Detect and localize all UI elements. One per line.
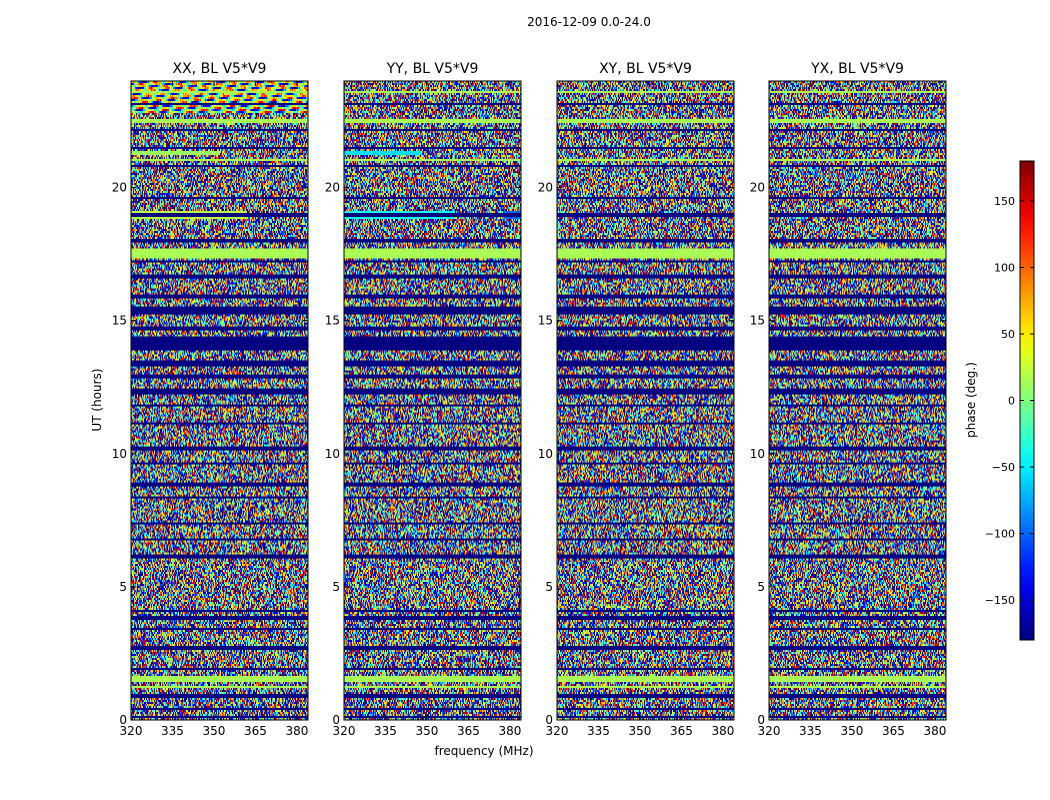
x-tick-label: 335 — [587, 724, 610, 738]
phase-heatmap — [344, 81, 521, 720]
y-tick-label: 5 — [332, 580, 340, 594]
colorbar-tick-label: 0 — [1008, 395, 1015, 408]
panel-title: YY, BL V5*V9 — [386, 61, 479, 77]
x-tick-label: 380 — [285, 724, 308, 738]
colorbar: −150 −100 −50 0 50 100 150 phase (deg.) — [964, 160, 1035, 641]
x-tick-label: 320 — [333, 724, 356, 738]
x-tick-label: 380 — [923, 724, 946, 738]
axes-frame — [556, 80, 735, 721]
y-tick-label: 20 — [750, 181, 765, 195]
y-tick-label: 15 — [750, 314, 765, 328]
x-tick-label: 365 — [670, 724, 693, 738]
y-tick-label: 15 — [325, 314, 340, 328]
colorbar-tick-label: 100 — [994, 261, 1015, 274]
panel-xy: XY, BL V5*V9 320 335 350 365 380 0 5 10 15 20 — [538, 61, 735, 738]
y-tick-label: 10 — [538, 447, 553, 461]
colorbar-label: phase (deg.) — [964, 362, 978, 438]
x-tick-label: 350 — [203, 724, 226, 738]
panel-xx: XX, BL V5*V9 320 335 350 365 380 0 5 10 15 20 — [112, 61, 309, 738]
axes-frame — [130, 80, 309, 721]
x-tick-label: 365 — [244, 724, 267, 738]
axes-frame — [343, 80, 522, 721]
x-tick-label: 350 — [416, 724, 439, 738]
y-tick-label: 10 — [112, 447, 127, 461]
x-tick-label: 350 — [629, 724, 652, 738]
y-tick-label: 20 — [538, 181, 553, 195]
x-tick-label: 365 — [457, 724, 480, 738]
axes-frame — [768, 80, 947, 721]
y-axis-label: UT (hours) — [90, 368, 104, 431]
y-tick-label: 10 — [325, 447, 340, 461]
x-tick-label: 380 — [711, 724, 734, 738]
y-tick-label: 5 — [545, 580, 553, 594]
y-tick-label: 10 — [750, 447, 765, 461]
y-tick-label: 0 — [119, 713, 127, 727]
y-tick-label: 20 — [325, 181, 340, 195]
x-tick-label: 365 — [882, 724, 905, 738]
x-tick-label: 320 — [546, 724, 569, 738]
x-axis-label: frequency (MHz) — [434, 744, 533, 758]
panel-title: YX, BL V5*V9 — [810, 61, 904, 77]
phase-heatmap — [557, 81, 734, 720]
y-tick-label: 20 — [112, 181, 127, 195]
x-tick-label: 335 — [799, 724, 822, 738]
figure-suptitle: 2016-12-09 0.0-24.0 — [527, 15, 651, 29]
x-tick-label: 335 — [161, 724, 184, 738]
y-tick-label: 15 — [112, 314, 127, 328]
x-tick-label: 380 — [498, 724, 521, 738]
x-tick-label: 320 — [120, 724, 143, 738]
panel-title: XX, BL V5*V9 — [173, 61, 267, 77]
colorbar-tick-label: −100 — [985, 528, 1015, 541]
y-tick-label: 0 — [332, 713, 340, 727]
x-tick-label: 350 — [841, 724, 864, 738]
colorbar-tick-label: 50 — [1001, 328, 1015, 341]
y-tick-label: 0 — [545, 713, 553, 727]
colorbar-tick-label: −150 — [985, 594, 1015, 607]
phase-heatmap — [769, 81, 946, 720]
colorbar-tick-label: 150 — [994, 195, 1015, 208]
y-tick-label: 5 — [119, 580, 127, 594]
panel-yy: YY, BL V5*V9 320 335 350 365 380 0 5 10 15 20 — [325, 61, 522, 738]
x-tick-label: 320 — [758, 724, 781, 738]
x-tick-label: 335 — [374, 724, 397, 738]
panel-yx: YX, BL V5*V9 320 335 350 365 380 0 5 10 15 20 — [750, 61, 947, 738]
colorbar-tick-label: −50 — [992, 461, 1015, 474]
panel-title: XY, BL V5*V9 — [599, 61, 692, 77]
y-tick-label: 15 — [538, 314, 553, 328]
y-tick-label: 0 — [757, 713, 765, 727]
phase-heatmap — [131, 81, 308, 720]
y-tick-label: 5 — [757, 580, 765, 594]
